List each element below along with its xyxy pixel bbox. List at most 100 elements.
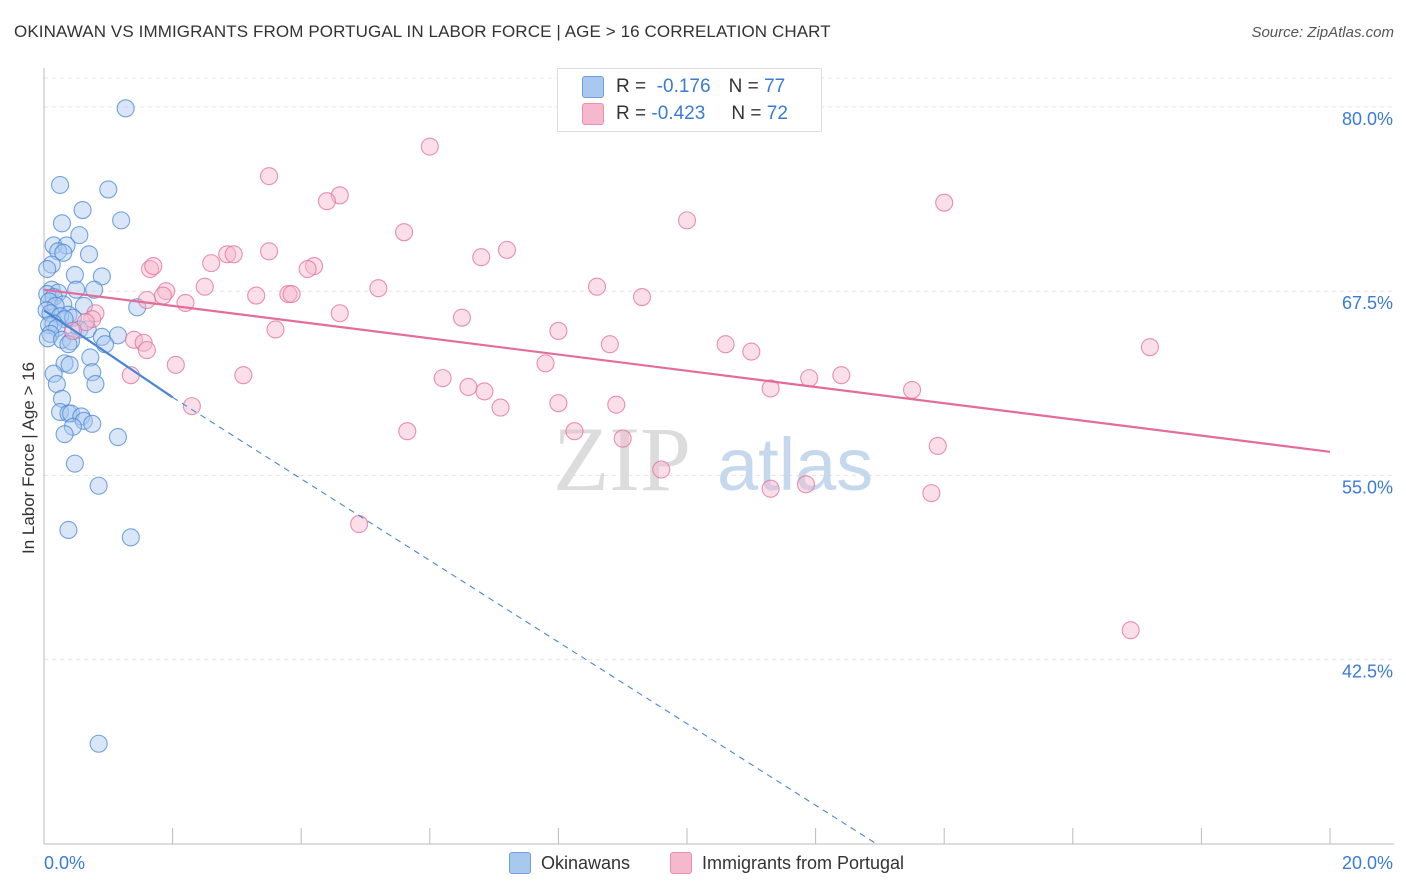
portugal-point: [224, 245, 243, 264]
portugal-point: [536, 354, 555, 373]
okinawan-point: [116, 99, 135, 118]
portugal-point: [137, 341, 156, 360]
legend-n-label: N =: [728, 76, 759, 97]
okinawan-point: [83, 363, 102, 382]
okinawan-point: [55, 425, 74, 444]
portugal-point: [330, 304, 349, 323]
okinawan-trend-line: [43, 309, 174, 399]
portugal-point: [459, 377, 478, 397]
okinawan-point: [89, 476, 108, 495]
axis-labels: 42.5% 55.0% 67.5% 80.0% 0.0% 20.0% In Labor Fo…: [19, 109, 1393, 873]
portugal-point: [607, 395, 626, 414]
watermark-atlas: atlas: [717, 423, 873, 506]
legend-r-value: -0.423: [651, 103, 706, 124]
portugal-point: [613, 429, 632, 448]
bottom-legend-label: Immigrants from Portugal: [702, 852, 905, 873]
portugal-point: [491, 398, 510, 417]
portugal-point: [141, 259, 160, 279]
portugal-point: [452, 308, 472, 327]
bottom-legend-swatch-blue: [509, 852, 531, 874]
portugal-point: [935, 193, 954, 212]
legend-n-value: 72: [766, 103, 788, 124]
y-tick-label: 42.5%: [1342, 662, 1393, 682]
bottom-legend-okinawans: Okinawans: [509, 852, 630, 874]
portugal-point: [195, 277, 214, 296]
y-axis-label: In Labor Force | Age > 16: [19, 362, 38, 554]
okinawan-point: [54, 295, 73, 314]
portugal-point: [497, 240, 517, 259]
portugal-point: [166, 355, 185, 374]
portugal-point: [652, 460, 671, 479]
legend-row-portugal: R = -0.423 N = 72: [582, 101, 788, 127]
bottom-legend-label: Okinawans: [541, 852, 631, 873]
legend-n-label: N =: [731, 103, 762, 124]
data-points: [37, 99, 1160, 753]
okinawan-point: [81, 348, 100, 367]
y-tick-label: 67.5%: [1342, 293, 1393, 313]
okinawan-point: [70, 226, 89, 245]
portugal-point: [282, 285, 301, 304]
okinawan-point: [52, 214, 72, 233]
portugal-point: [369, 279, 388, 298]
portugal-point: [350, 515, 369, 534]
portugal-point: [549, 321, 568, 340]
portugal-point: [549, 394, 568, 413]
chart-source: Source: ZipAtlas.com: [1251, 24, 1394, 41]
portugal-point: [1121, 621, 1140, 640]
portugal-point: [761, 379, 780, 398]
portugal-point: [796, 475, 816, 494]
legend-swatch-pink: [582, 103, 604, 125]
okinawan-point: [99, 180, 118, 199]
okinawan-point: [83, 414, 102, 433]
portugal-point: [317, 192, 336, 211]
legend-r-label: R =: [616, 76, 647, 97]
okinawan-point: [51, 175, 70, 195]
okinawan-point: [38, 259, 57, 279]
okinawan-point: [67, 280, 86, 299]
portugal-point: [76, 313, 95, 332]
okinawan-point: [54, 243, 73, 262]
portugal-point: [234, 366, 253, 385]
portugal-point: [433, 369, 452, 388]
okinawan-point: [128, 298, 147, 317]
okinawan-point: [89, 734, 108, 753]
okinawan-point: [65, 454, 84, 473]
okinawan-point: [85, 280, 104, 299]
portugal-point: [153, 286, 173, 305]
portugal-point: [259, 167, 279, 186]
portugal-point: [565, 422, 584, 441]
okinawan-point: [121, 528, 140, 547]
okinawan-point: [65, 265, 84, 284]
bottom-legend-swatch-pink: [670, 852, 692, 874]
legend-r-label: R =: [616, 103, 647, 124]
legend-row-okinawans: R = -0.176 N = 77: [582, 74, 785, 100]
okinawan-point: [44, 364, 63, 383]
portugal-point: [475, 382, 494, 401]
portugal-point: [1140, 338, 1160, 357]
portugal-point: [202, 254, 221, 273]
portugal-point: [902, 380, 922, 399]
portugal-point: [247, 286, 266, 305]
portugal-point: [472, 248, 491, 267]
legend-n-value: 77: [764, 76, 786, 97]
okinawan-point: [59, 520, 78, 540]
chart-title: OKINAWAN VS IMMIGRANTS FROM PORTUGAL IN …: [14, 22, 831, 41]
okinawan-point: [86, 374, 105, 394]
portugal-point: [137, 290, 156, 310]
portugal-point: [395, 223, 414, 242]
okinawan-point: [73, 201, 92, 220]
okinawan-point: [79, 245, 99, 264]
okinawan-point: [108, 428, 127, 447]
okinawan-point: [60, 355, 79, 374]
portugal-point: [922, 484, 941, 503]
trend-lines: [43, 288, 1331, 845]
y-tick-label: 55.0%: [1342, 477, 1393, 497]
portugal-point: [632, 287, 652, 307]
portugal-point: [716, 335, 735, 354]
portugal-point: [677, 211, 697, 230]
legend-r-value: -0.176: [656, 76, 711, 97]
portugal-point: [398, 422, 417, 441]
portugal-point: [298, 259, 317, 279]
okinawan-point: [38, 329, 57, 348]
okinawan-point: [96, 335, 115, 354]
